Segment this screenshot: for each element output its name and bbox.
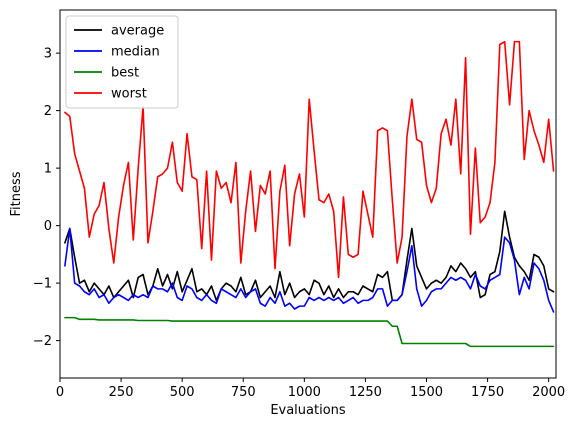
series-line-average xyxy=(64,210,555,302)
x-tick-label: 750 xyxy=(231,385,256,400)
x-tick-label: 1000 xyxy=(288,385,321,400)
x-tick-label: 500 xyxy=(170,385,195,400)
x-tick-label: 1250 xyxy=(349,385,382,400)
y-tick-label: 1 xyxy=(44,162,52,177)
axes-frame xyxy=(59,9,557,379)
x-axis-ticks: 0 250 500 750 1000 1250 1500 1750 2000 xyxy=(56,378,565,400)
series-layer xyxy=(64,40,555,348)
legend-label-worst: worst xyxy=(111,87,147,102)
series-line-worst xyxy=(64,40,555,279)
legend-label-average: average xyxy=(111,24,164,39)
x-tick-label: 1750 xyxy=(471,385,504,400)
legend-box xyxy=(65,15,179,109)
x-tick-label: 250 xyxy=(109,385,134,400)
y-tick-label: −2 xyxy=(33,334,52,349)
x-tick-label: 1500 xyxy=(410,385,443,400)
legend: average median best worst xyxy=(65,15,179,109)
legend-label-best: best xyxy=(111,66,139,81)
series-line-best xyxy=(64,316,555,348)
y-tick-label: 3 xyxy=(44,47,52,62)
y-tick-label: −1 xyxy=(33,277,52,292)
y-tick-label: 2 xyxy=(44,104,52,119)
x-tick-label: 0 xyxy=(56,385,64,400)
x-tick-label: 2000 xyxy=(532,385,565,400)
y-axis-label: Fitness xyxy=(9,171,24,216)
series-line-median xyxy=(64,227,555,313)
x-axis-label: Evaluations xyxy=(270,403,346,418)
legend-label-median: median xyxy=(111,45,160,60)
y-tick-label: 0 xyxy=(44,219,52,234)
y-axis-ticks: −2 −1 0 1 2 3 xyxy=(33,47,60,349)
